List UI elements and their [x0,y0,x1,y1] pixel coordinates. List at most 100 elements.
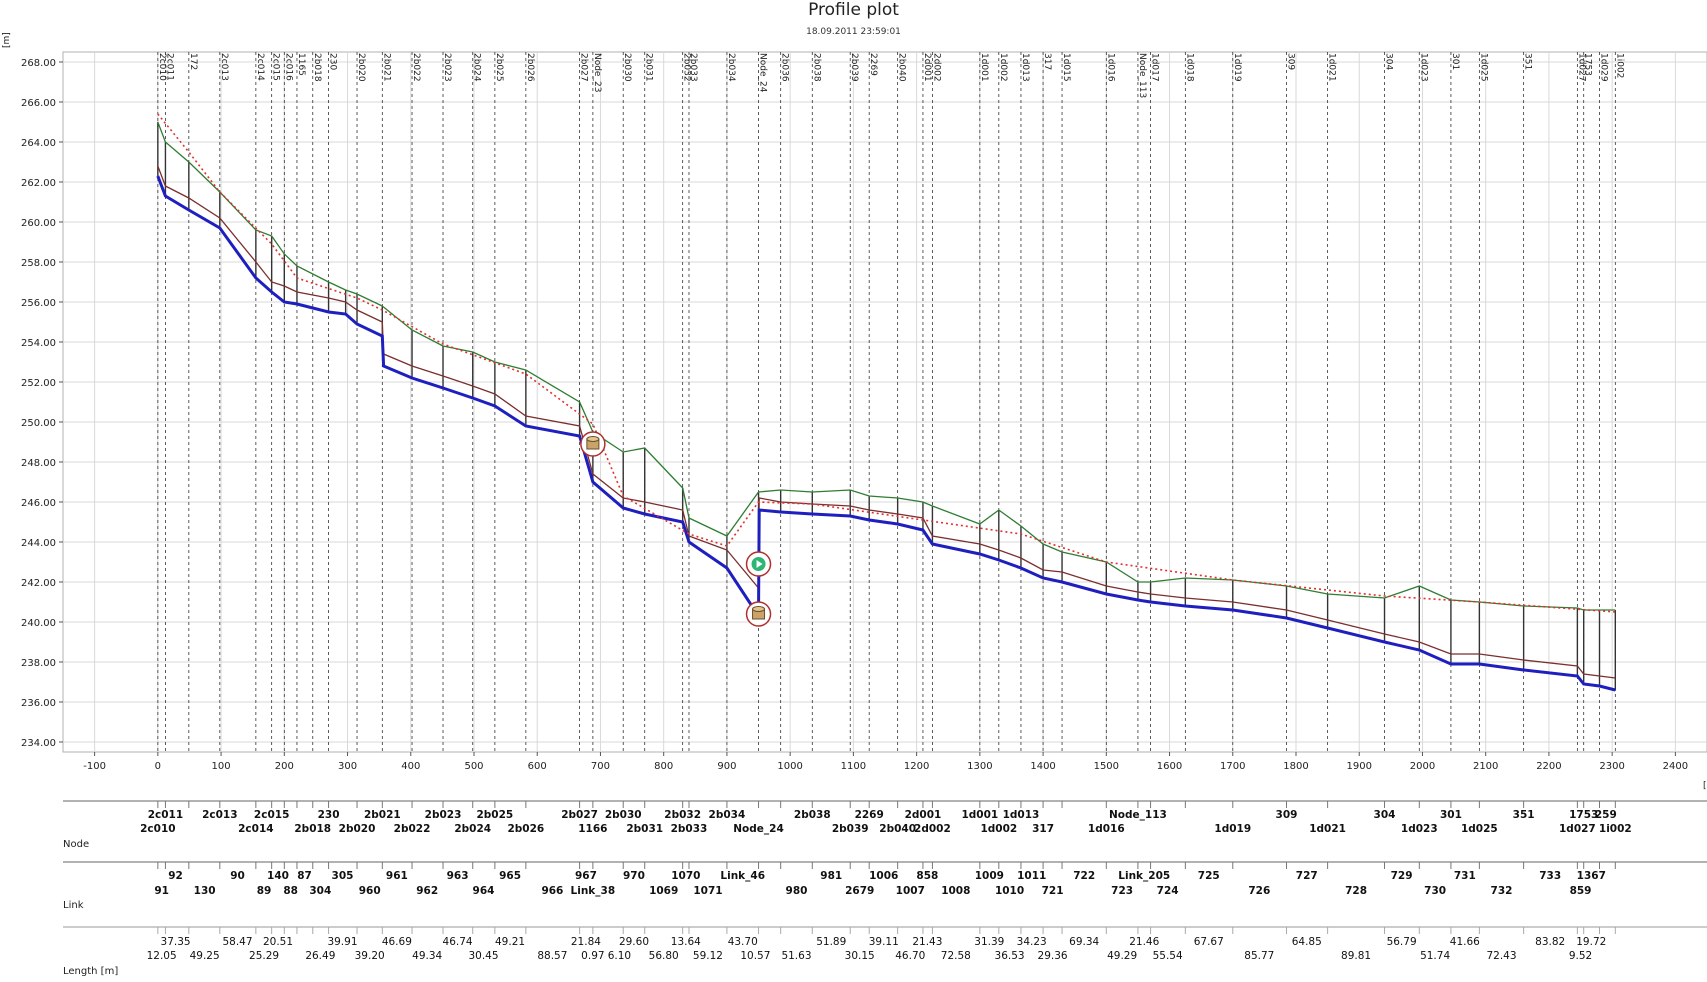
node-top-label: 1d013 [1020,53,1030,82]
node-table-label: Node_113 [1109,809,1167,821]
node-table-label: 2c010 [140,823,175,835]
node-top-label: 1d029 [1599,53,1609,82]
length-table-label: 19.72 [1576,936,1606,948]
storage-top [752,606,766,612]
x-tick-label: 1500 [1094,761,1119,772]
node-table-label: 1d021 [1309,823,1346,835]
node-table-label: 2b039 [832,823,869,835]
chart-timestamp: 18.09.2011 23:59:01 [806,27,901,37]
y-tick-label: 260.00 [21,218,56,229]
length-table-label: 6.10 [608,950,631,962]
y-tick-label: 256.00 [21,298,56,309]
link-table-label: 960 [359,885,381,897]
node-top-label: 1d027 [1576,53,1586,82]
pump-arrow [756,560,763,568]
y-tick-label: 242.00 [21,578,56,589]
node-top-label: 1d025 [1478,53,1488,82]
storage-icon [580,431,606,457]
node-table-label: 2b027 [561,809,598,821]
length-table-label: 46.70 [895,950,925,962]
node-table-label: 1d016 [1088,823,1125,835]
link-table-label: 733 [1539,870,1561,882]
x-tick-label: 0 [155,761,161,772]
node-table-label: 1i002 [1599,823,1632,835]
length-table-label: 30.45 [468,950,498,962]
node-table-label: 1d001 [961,809,998,821]
link-table-label: 1011 [1017,870,1046,882]
node-table-label: 2c015 [254,809,289,821]
node-table-label: 2c013 [202,809,237,821]
chart-title: Profile plot [808,0,899,20]
y-tick-label: 234.00 [21,738,56,749]
y-tick-label: 266.00 [21,98,56,109]
x-tick-label: 700 [591,761,610,772]
node-top-label: 2b018 [312,53,322,82]
link-table-label: 89 [257,885,272,897]
node-top-label: 317 [1042,53,1052,70]
link-table-label: 1009 [975,870,1004,882]
length-table-label: 51.74 [1420,950,1450,962]
y-tick-label: 238.00 [21,658,56,669]
length-table-label: 46.74 [443,936,473,948]
link-table-label: 1071 [693,885,722,897]
y-tick-label: 236.00 [21,698,56,709]
node-table-label: 2b032 [664,809,701,821]
node-table-label: 2b034 [709,809,746,821]
node-table-label: 351 [1513,809,1535,821]
link-table-label: 724 [1157,885,1179,897]
node-table-label: 1d027 [1559,823,1596,835]
node-top-label: 2c010 [157,53,167,81]
link-table-label: 728 [1345,885,1367,897]
x-tick-label: 1800 [1283,761,1308,772]
x-tick-label: 1000 [777,761,802,772]
x-tick-label: 300 [338,761,357,772]
length-table-label: 49.25 [190,950,220,962]
node-top-label: 2269 [868,53,878,76]
x-tick-label: -100 [83,761,106,772]
y-tick-label: 262.00 [21,178,56,189]
node-table-label: 2b031 [626,823,663,835]
length-table-label: 49.21 [495,936,525,948]
link-table-label: 858 [916,870,938,882]
length-table-label: 37.35 [161,936,191,948]
node-top-label: 351 [1523,53,1533,70]
length-table-label: 59.12 [693,950,723,962]
node-table-label: 2b022 [394,823,431,835]
series-line-invert [156,175,1616,692]
link-table-label: 967 [575,870,597,882]
x-tick-label: 1100 [841,761,866,772]
node-table-label: 2c011 [148,809,183,821]
node-table-label: 304 [1374,809,1396,821]
node-table-label: 2b024 [454,823,491,835]
node-top-label: 2c011 [164,53,174,81]
link-table-label: 981 [820,870,842,882]
link-row-label: Link [63,900,84,911]
node-table-label: 2269 [855,809,884,821]
y-tick-label: 264.00 [21,138,56,149]
plot-area [62,51,1707,753]
node-table-label: 2b040 [879,823,916,835]
length-row-label: Length [m] [63,966,119,977]
link-table-label: 1008 [941,885,970,897]
node-table-label: 230 [318,809,340,821]
length-table-label: 41.66 [1450,936,1480,948]
length-table-label: 46.69 [382,936,412,948]
node-table-label: 1166 [578,823,607,835]
node-top-label: 230 [328,53,338,70]
length-table-label: 72.58 [941,950,971,962]
node-top-label: 2c016 [283,53,293,81]
y-tick-label: 248.00 [21,458,56,469]
node-top-label: 2b023 [442,53,452,82]
node-top-label: 2b034 [726,53,736,82]
length-table-label: 51.63 [781,950,811,962]
x-tick-label: 500 [464,761,483,772]
node-top-label: 2b039 [849,53,859,82]
node-table-label: 2b025 [476,809,513,821]
node-top-label: 2b026 [525,53,535,82]
x-tick-label: 400 [401,761,420,772]
node-table-label: 2c014 [238,823,273,835]
link-table-label: 722 [1073,870,1095,882]
node-table-label: 2b023 [425,809,462,821]
